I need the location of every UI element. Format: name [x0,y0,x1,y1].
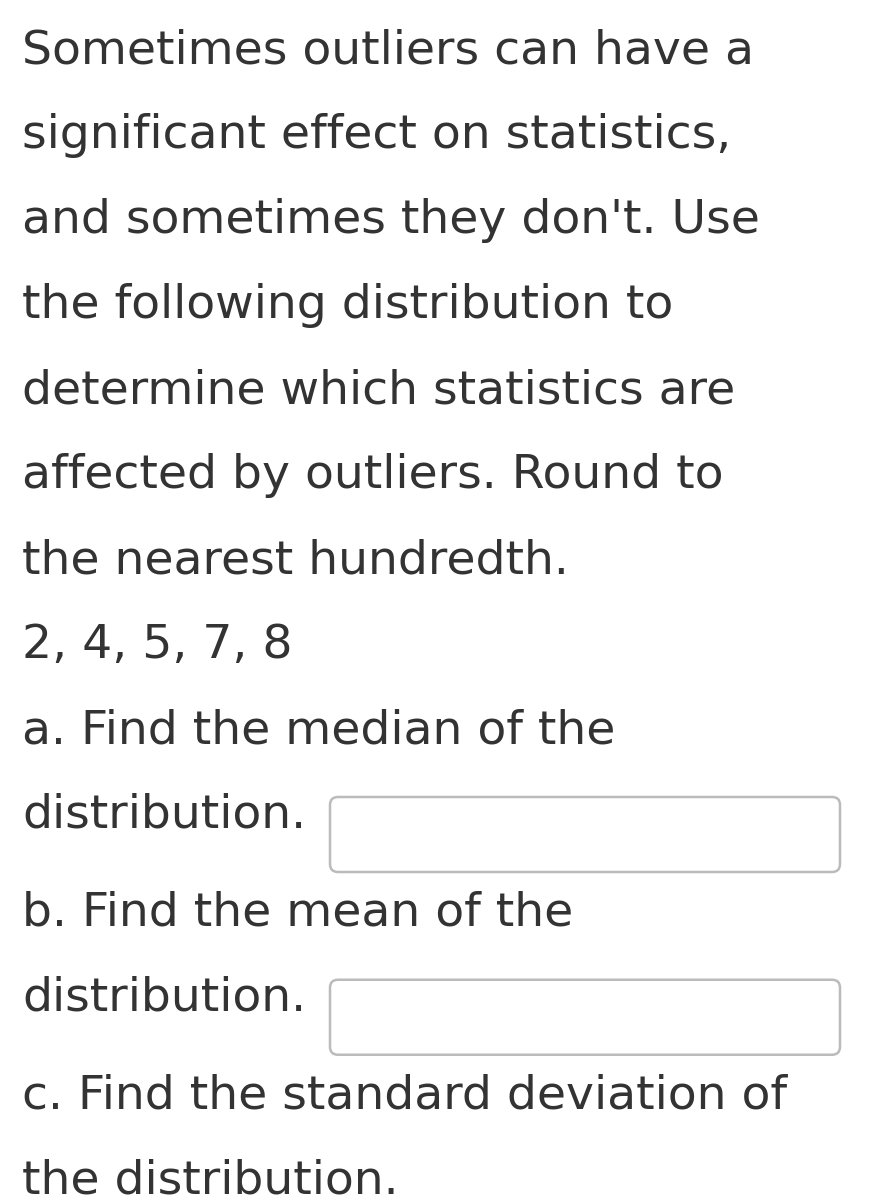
FancyBboxPatch shape [330,797,840,871]
Text: c. Find the standard deviation of: c. Find the standard deviation of [22,1073,787,1119]
Text: the following distribution to: the following distribution to [22,282,673,328]
Text: determine which statistics are: determine which statistics are [22,368,735,413]
Text: distribution.: distribution. [22,976,306,1020]
FancyBboxPatch shape [330,980,840,1054]
Text: distribution.: distribution. [22,793,306,838]
Text: Sometimes outliers can have a: Sometimes outliers can have a [22,28,754,73]
Text: and sometimes they don't. Use: and sometimes they don't. Use [22,198,760,243]
Text: significant effect on statistics,: significant effect on statistics, [22,113,732,157]
Text: 2, 4, 5, 7, 8: 2, 4, 5, 7, 8 [22,623,293,668]
Text: affected by outliers. Round to: affected by outliers. Round to [22,453,724,498]
Text: b. Find the mean of the: b. Find the mean of the [22,891,573,935]
Text: the distribution.: the distribution. [22,1159,399,1202]
Text: a. Find the median of the: a. Find the median of the [22,708,616,752]
Text: the nearest hundredth.: the nearest hundredth. [22,538,569,583]
